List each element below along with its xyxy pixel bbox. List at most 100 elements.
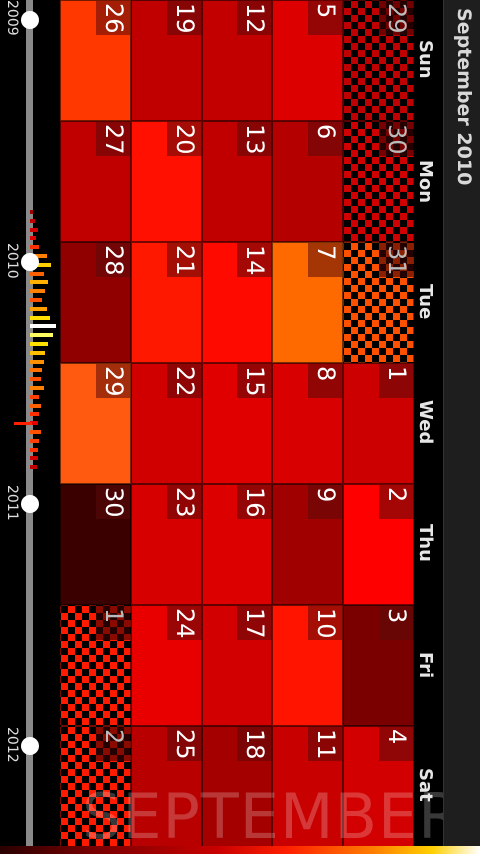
day-cell[interactable]: 19 xyxy=(130,0,202,121)
day-cell[interactable]: 1 xyxy=(60,605,131,726)
day-cell[interactable]: 15 xyxy=(201,363,273,484)
activity-bar xyxy=(30,271,44,276)
day-cell[interactable]: 29 xyxy=(343,0,414,121)
year-label-2009: 2009 xyxy=(4,0,20,36)
day-cell[interactable]: 31 xyxy=(343,242,414,363)
day-cell[interactable]: 21 xyxy=(130,242,202,363)
day-number: 17 xyxy=(241,608,270,639)
activity-bar xyxy=(30,262,51,267)
activity-bar xyxy=(30,412,39,417)
activity-bar xyxy=(30,298,42,302)
activity-bar xyxy=(30,227,38,232)
day-cell[interactable]: 24 xyxy=(130,605,202,726)
day-cell[interactable]: 1 xyxy=(343,363,414,484)
activity-bar xyxy=(30,447,38,452)
year-knob-2009[interactable] xyxy=(21,11,39,29)
year-knob-2012[interactable] xyxy=(21,737,39,755)
day-cell[interactable]: 2 xyxy=(343,484,414,605)
day-cell[interactable]: 28 xyxy=(60,242,131,363)
day-number: 14 xyxy=(241,245,270,276)
month-watermark: SEPTEMBER xyxy=(82,780,463,853)
day-cell[interactable]: 26 xyxy=(60,0,131,121)
calendar-header xyxy=(443,0,480,854)
month-title[interactable]: September 2010 xyxy=(453,8,475,186)
day-number: 23 xyxy=(170,487,199,518)
day-number: 20 xyxy=(170,124,199,155)
day-number: 15 xyxy=(241,366,270,397)
day-cell[interactable]: 13 xyxy=(201,121,273,242)
day-number-badge: 16 xyxy=(237,485,272,519)
day-cell[interactable]: 4 xyxy=(343,726,414,847)
day-number-badge: 15 xyxy=(237,364,272,398)
day-cell[interactable]: 29 xyxy=(60,363,131,484)
activity-bar xyxy=(30,394,39,399)
day-name-mon: Mon xyxy=(415,160,436,204)
day-number: 9 xyxy=(312,487,341,503)
day-cell[interactable]: 12 xyxy=(201,0,273,121)
day-cell[interactable]: 22 xyxy=(130,363,202,484)
activity-bar xyxy=(30,236,36,241)
day-number: 30 xyxy=(382,124,411,155)
day-number-badge: 10 xyxy=(308,606,343,640)
year-knob-2010[interactable] xyxy=(21,253,39,271)
activity-bar xyxy=(30,350,45,355)
day-cell[interactable]: 20 xyxy=(130,121,202,242)
day-number: 2 xyxy=(382,487,411,503)
day-cell[interactable]: 9 xyxy=(272,484,344,605)
day-cell[interactable]: 3 xyxy=(343,605,414,726)
day-number-badge: 24 xyxy=(166,606,201,640)
activity-bar xyxy=(30,306,47,311)
day-cell[interactable]: 30 xyxy=(60,484,131,605)
day-number-badge: 31 xyxy=(378,243,413,277)
day-number: 18 xyxy=(241,729,270,760)
day-cell[interactable]: 6 xyxy=(272,121,344,242)
year-label-2010: 2010 xyxy=(4,243,20,279)
day-number-badge: 7 xyxy=(308,243,343,277)
day-number-badge: 30 xyxy=(378,122,413,156)
year-timeline[interactable]: 2009 2010 2011 2012 xyxy=(0,0,60,854)
activity-bar xyxy=(30,289,45,294)
day-number: 28 xyxy=(99,245,128,276)
activity-bar xyxy=(30,324,56,329)
day-number-badge: 23 xyxy=(166,485,201,519)
day-cell[interactable]: 7 xyxy=(272,242,344,363)
day-cell[interactable]: 25 xyxy=(130,726,202,847)
year-label-2011: 2011 xyxy=(4,485,20,521)
day-cell[interactable]: 14 xyxy=(201,242,273,363)
day-number: 25 xyxy=(170,729,199,760)
activity-bar xyxy=(30,342,48,346)
year-knob-2011[interactable] xyxy=(21,495,39,513)
day-number: 2 xyxy=(99,729,128,745)
activity-bar xyxy=(30,315,50,320)
activity-bar xyxy=(30,254,47,258)
day-number-badge: 14 xyxy=(237,243,272,277)
day-cell[interactable]: 23 xyxy=(130,484,202,605)
day-number: 21 xyxy=(170,245,199,276)
day-name-sat: Sat xyxy=(415,768,436,802)
day-cell[interactable]: 16 xyxy=(201,484,273,605)
day-cell[interactable]: 27 xyxy=(60,121,131,242)
day-number-badge: 18 xyxy=(237,727,272,761)
day-number: 26 xyxy=(99,3,128,34)
day-number-badge: 20 xyxy=(166,122,201,156)
activity-bar xyxy=(30,210,33,214)
day-number: 29 xyxy=(99,366,128,397)
day-number: 6 xyxy=(312,124,341,140)
activity-bar xyxy=(30,245,39,250)
day-cell[interactable]: 2 xyxy=(60,726,131,847)
day-name-fri: Fri xyxy=(415,652,436,679)
day-number-badge: 12 xyxy=(237,1,272,35)
day-cell[interactable]: 17 xyxy=(201,605,273,726)
day-name-wed: Wed xyxy=(415,400,436,445)
day-number-badge: 30 xyxy=(95,485,130,519)
activity-bar xyxy=(30,368,42,373)
day-name-sun: Sun xyxy=(415,40,436,79)
day-number: 5 xyxy=(312,3,341,19)
day-cell[interactable]: 10 xyxy=(272,605,344,726)
day-cell[interactable]: 8 xyxy=(272,363,344,484)
activity-bar xyxy=(30,456,38,461)
day-cell[interactable]: 11 xyxy=(272,726,344,847)
day-number: 31 xyxy=(382,245,411,276)
day-cell[interactable]: 30 xyxy=(343,121,414,242)
day-cell[interactable]: 5 xyxy=(272,0,344,121)
